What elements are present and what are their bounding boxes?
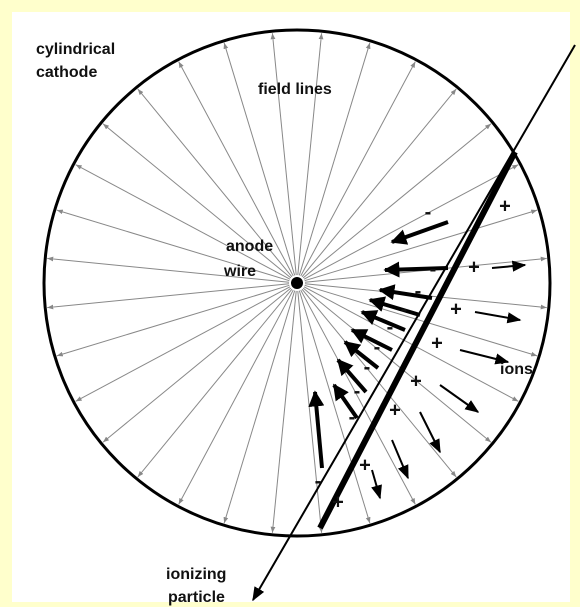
electron-sign: - (425, 201, 432, 223)
label: cathode (36, 64, 97, 81)
ion-sign: + (332, 491, 344, 513)
label: anode (226, 238, 273, 255)
ion-sign: + (450, 298, 462, 320)
electron-arrow (385, 268, 448, 270)
label: cylindrical (36, 41, 115, 58)
ion-sign: + (359, 454, 371, 476)
label: field lines (258, 81, 332, 98)
label: particle (168, 589, 225, 606)
ion-sign: + (389, 399, 401, 421)
label: ionizing (166, 566, 226, 583)
panel (12, 12, 570, 602)
label: wire (223, 263, 256, 280)
electron-sign: - (374, 336, 381, 358)
anode (291, 277, 303, 289)
ion-sign: + (410, 370, 422, 392)
electron-sign: - (430, 258, 437, 280)
ion-sign: + (468, 256, 480, 278)
electron-sign: - (387, 316, 394, 338)
electron-sign: - (415, 280, 422, 302)
electron-sign: - (349, 406, 356, 428)
diagram: cylindrical cathode field lines anode wi… (0, 0, 580, 607)
electron-sign: - (315, 470, 322, 492)
electron-sign: - (401, 298, 408, 320)
electron-sign: - (354, 380, 361, 402)
label: ions (500, 361, 533, 378)
ion-sign: + (431, 332, 443, 354)
page: {"labels": {"cathode": ["cylindrical", "… (0, 0, 580, 607)
electron-sign: - (364, 356, 371, 378)
ion-sign: + (499, 195, 511, 217)
